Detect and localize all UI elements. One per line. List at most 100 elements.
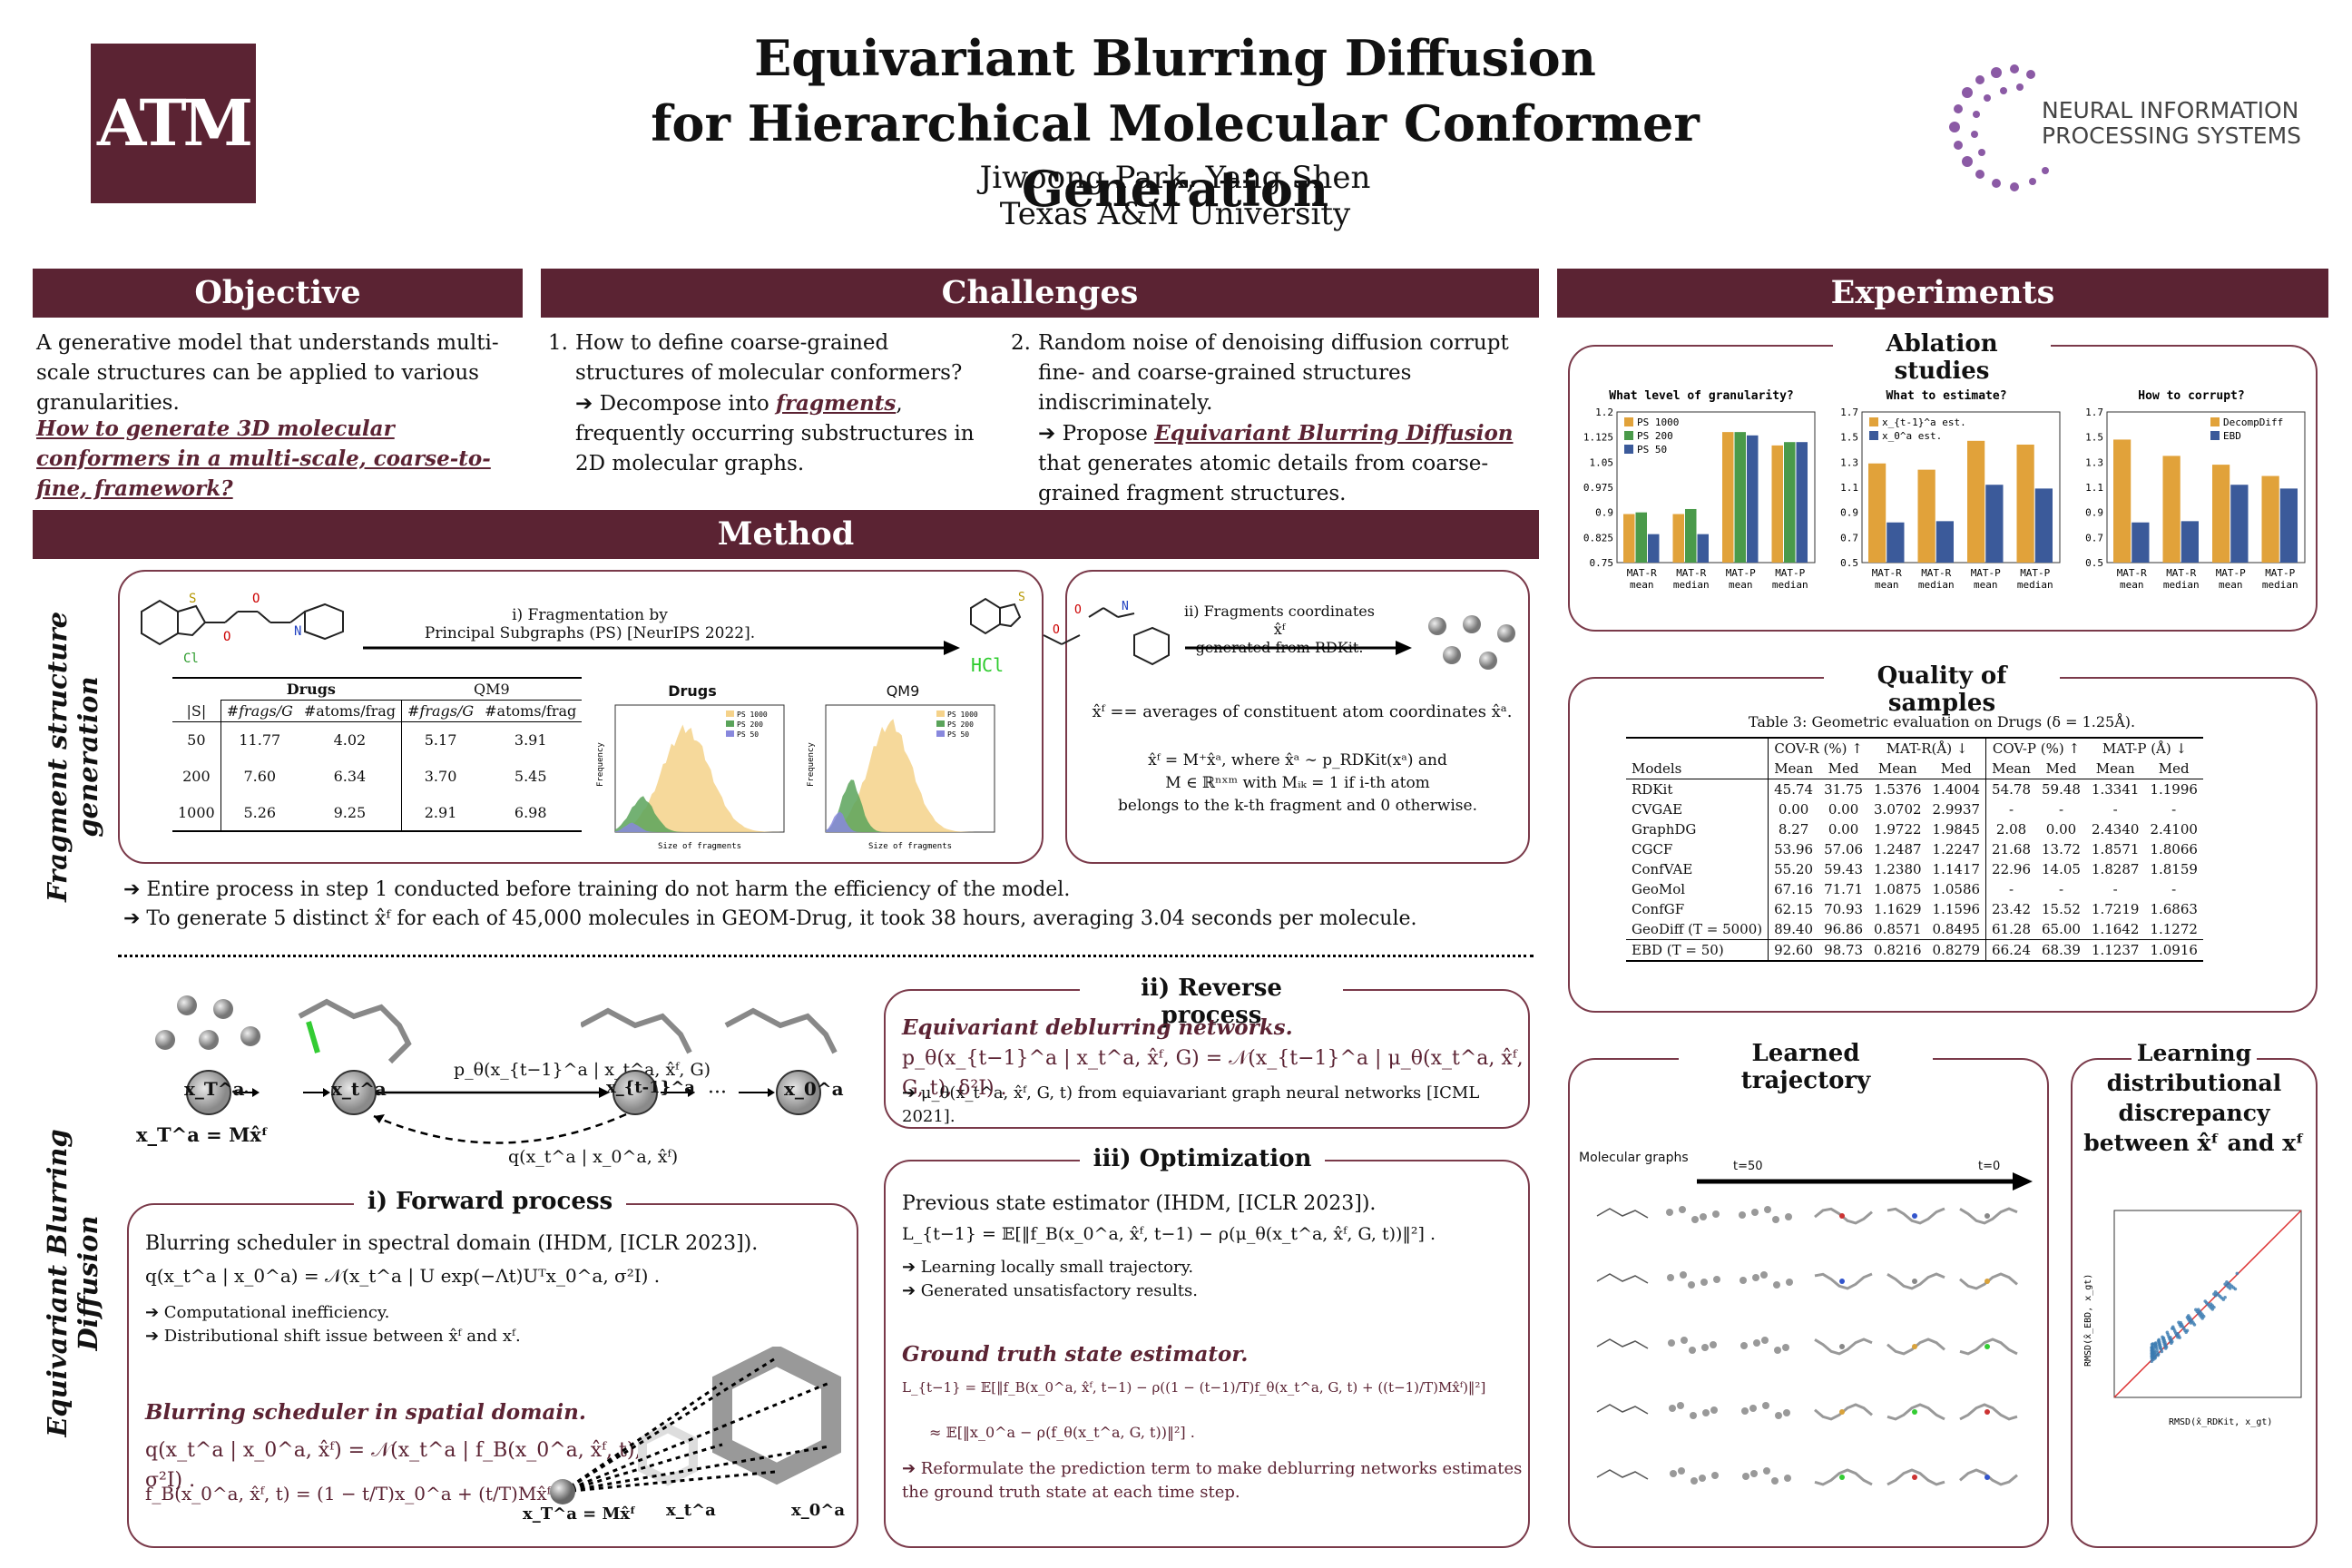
conformer [1886,1207,1945,1225]
bead [1666,1209,1673,1216]
forward-eqA: q(x_t^a | x_0^a, x̂ᶠ) = 𝒩(x_t^a | f_B(x_… [145,1439,642,1492]
bar [1697,534,1709,563]
table-cell: 1.0916 [2150,942,2198,958]
conformer [1959,1207,2018,1225]
legend-swatch [936,730,945,737]
svg-text:Cl: Cl [183,652,199,666]
table-cell: 3.0702 [1874,801,1922,818]
bar [1917,469,1936,563]
scatter-point [2150,1346,2153,1350]
table-cell: RDKit [1632,781,1673,798]
table-cell: 66.24 [1985,939,2036,961]
table-cell: 71.71 [1824,881,1864,897]
y-tick-label: 0.825 [1583,532,1613,544]
x-tick-label: mean [1630,579,1654,591]
table-cell: 21.68 [1985,839,2036,859]
bead [1678,1467,1685,1475]
x-tick-label: median [1918,579,1955,591]
table-cell: 0.8216 [1874,942,1922,958]
table-cell: GeoMol [1632,881,1686,897]
bead [1710,1341,1717,1348]
bead [1689,1347,1696,1354]
atom [1912,1213,1917,1219]
mol-graph [1596,1404,1649,1415]
bead [1700,1213,1707,1220]
scatter-point [2192,1323,2197,1327]
chart-frame [1861,411,2061,564]
scatter-point [2176,1335,2180,1339]
x-tick-label: median [1673,579,1710,591]
hist-xlabel: Size of fragments [868,842,952,851]
bead [1680,1271,1687,1279]
scatter-point [2184,1330,2189,1335]
chain-node-xt: x_t^a [331,1078,387,1100]
table-cell: 1.6863 [2150,901,2198,917]
bead [1690,1477,1698,1485]
legend-label: PS 1000 [947,710,978,719]
method-bullet-2: ➔ To generate 5 distinct x̂ᶠ for each of… [123,907,1417,930]
svg-text:O: O [1053,623,1060,637]
table-cell: 1.8066 [2150,841,2198,858]
optim-note-2: the ground truth state at each time step… [902,1483,1240,1502]
atom [1912,1279,1917,1284]
scatter-point [2158,1346,2162,1350]
bar [1771,445,1783,563]
table-cell: 89.40 [1768,919,1819,940]
table-cell: 2.4100 [2150,821,2198,838]
average-definition: x̂ᶠ == averages of constituent atom coor… [1092,702,1513,721]
table-cell: 23.42 [1985,899,2036,919]
table-cell: ConfGF [1632,901,1685,917]
bead [1774,1347,1781,1354]
bead [1740,1277,1747,1284]
x-tick-label: mean [2120,579,2144,591]
legend-swatch [1869,431,1878,440]
y-tick-label: 1.1 [1840,482,1858,494]
atom [1984,1279,1990,1284]
bead [1762,1402,1769,1409]
bar [1868,463,1886,563]
blurring-diagram [550,1347,841,1504]
bead [1710,1406,1718,1414]
table-row: EBD (T = 50) 92.60 98.73 0.8216 0.8279 66.24 6… [1626,939,2203,961]
scatter-point [2150,1355,2154,1358]
hist-ylabel: Frequency [596,742,605,787]
table-cell: - [2058,881,2064,897]
bead [1670,1470,1677,1477]
bar [1635,512,1647,563]
chain-dots-2: ··· [708,1082,727,1104]
y-tick-label: 0.9 [1840,507,1858,519]
y-tick-label: 0.75 [1590,557,1614,569]
bar [1985,485,2004,563]
histogram-qm9: QM9 PS 1000 PS 200 PS 50 Size of fragments F… [804,682,1002,860]
y-tick-label: 0.7 [1840,532,1858,544]
ablation-chart-granularity: What level of granularity? 1.2 1.125 1.05 0.… [1579,385,1824,621]
y-tick-label: 1.05 [1590,456,1614,468]
table-cell: 1.1272 [2150,921,2198,937]
bar [2016,444,2034,563]
bar [2279,488,2298,563]
y-tick-label: 1.5 [1840,432,1858,444]
conformer [1959,1338,2018,1356]
table-cell: 22.96 [1985,859,2036,879]
svg-text:O: O [223,630,230,644]
bead [1786,1279,1793,1286]
svg-text:S: S [1018,591,1025,604]
bead [1740,1342,1748,1349]
table-cell: 1.1996 [2150,781,2198,798]
table-row: ConfVAE 55.20 59.43 1.2380 1.1417 22.96 14.05 1… [1626,859,2203,879]
x-tick-label: median [2017,579,2053,591]
trajectory-t50: t=50 [1733,1160,1763,1173]
table-cell: 1.1642 [2091,921,2140,937]
blur-label-xT: x_T^a = Mx̂ᶠ [523,1504,637,1524]
table-cell: - [1985,799,2036,819]
trajectory-heading: Learned trajectory [1679,1040,1933,1094]
table-row: GeoMol 67.16 71.71 1.0875 1.0586- - - - [1626,879,2203,899]
y-tick-label: 1.3 [1840,456,1858,468]
bar [1722,432,1734,563]
table-cell: EBD (T = 50) [1632,942,1724,958]
legend-label: PS 50 [1637,444,1667,456]
table-cell: 54.78 [1985,779,2036,799]
x-tick-label: mean [1974,579,1998,591]
mol-graph [1596,1273,1649,1284]
bead [1690,1412,1697,1419]
